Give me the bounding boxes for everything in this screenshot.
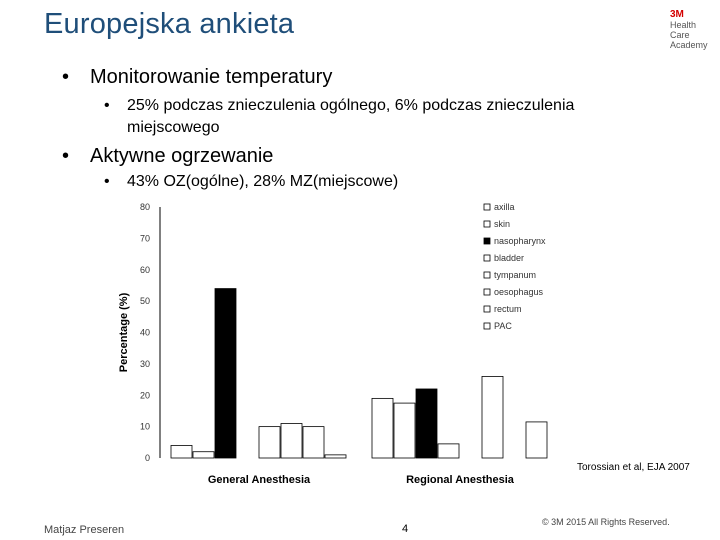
sub-bullet-2-line-1: 43% OZ(ogólne), 28% MZ(miejscowe) — [127, 173, 399, 190]
legend-swatch — [483, 271, 491, 279]
sub-bullet-2-marker: • — [104, 173, 110, 190]
legend-label: oesophagus — [494, 287, 544, 297]
legend-swatch — [483, 288, 491, 296]
bar-chart: 0 10 20 30 40 50 60 70 80 Percentage (%) General A… — [118, 202, 548, 486]
logo-line: Health — [670, 20, 697, 30]
y-tick-label: 60 — [140, 265, 150, 275]
x-category-label: Regional Anesthesia — [406, 474, 515, 486]
legend-label: skin — [494, 219, 510, 229]
footer-copyright: © 3M 2015 All Rights Reserved. — [542, 517, 670, 527]
legend-label: PAC — [494, 321, 512, 331]
bar-axilla — [170, 445, 193, 459]
legend-swatch — [483, 237, 491, 245]
y-tick-label: 70 — [140, 233, 150, 243]
bar-bladder — [437, 443, 460, 459]
logo-brand: 3M — [670, 9, 684, 20]
bar-skin — [393, 402, 416, 459]
bar-oesophagus — [481, 376, 504, 459]
legend-label: nasopharynx — [494, 236, 546, 246]
bar-nasopharynx — [214, 288, 237, 459]
x-category-label: General Anesthesia — [208, 474, 311, 486]
bar-rectum — [302, 426, 325, 459]
legend-label: axilla — [494, 202, 515, 212]
legend-swatch — [483, 254, 491, 262]
slide-title: Europejska ankieta — [44, 8, 295, 40]
legend-swatch — [483, 322, 491, 330]
y-axis-label: Percentage (%) — [118, 292, 130, 372]
legend-swatch — [483, 220, 491, 228]
sub-bullet-1-line-2: miejscowego — [127, 119, 220, 136]
footer-author: Matjaz Preseren — [44, 524, 125, 536]
legend-swatch — [483, 203, 491, 211]
sub-bullet-1-line-1: 25% podczas znieczulenia ogólnego, 6% po… — [127, 97, 575, 114]
bar-PAC — [324, 454, 347, 459]
bar-axilla — [371, 397, 394, 459]
legend-label: rectum — [494, 304, 522, 314]
y-tick-label: 30 — [140, 359, 150, 369]
legend-label: tympanum — [494, 270, 536, 280]
bar-skin — [192, 451, 215, 459]
bar-oesophagus — [280, 423, 303, 459]
legend-label: bladder — [494, 253, 524, 263]
citation: Torossian et al, EJA 2007 — [577, 462, 690, 473]
logo-line: Academy — [670, 40, 708, 50]
y-tick-label: 0 — [145, 453, 150, 463]
y-tick-label: 80 — [140, 202, 150, 212]
brand-logo: 3M Health Care Academy — [670, 9, 714, 51]
bar-tympanum — [258, 426, 281, 459]
bar-nasopharynx — [415, 388, 438, 459]
y-tick-label: 20 — [140, 390, 150, 400]
bar-PAC — [525, 421, 548, 459]
bullet-1-text: Monitorowanie temperatury — [90, 66, 333, 88]
bullet-2-text: Aktywne ogrzewanie — [90, 145, 274, 167]
page-number: 4 — [402, 523, 409, 535]
legend-swatch — [483, 305, 491, 313]
y-tick-label: 40 — [140, 328, 150, 338]
y-tick-label: 50 — [140, 296, 150, 306]
bullet-1-marker: • — [62, 66, 70, 88]
logo-line: Care — [670, 30, 690, 40]
sub-bullet-1-marker: • — [104, 97, 110, 114]
bullet-2-marker: • — [62, 145, 70, 167]
y-tick-label: 10 — [140, 422, 150, 432]
